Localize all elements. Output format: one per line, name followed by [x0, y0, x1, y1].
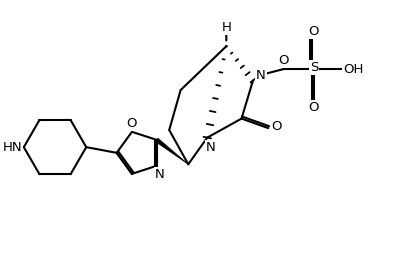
Polygon shape: [156, 138, 188, 164]
Text: H: H: [221, 21, 231, 34]
Text: N: N: [256, 69, 265, 82]
Text: OH: OH: [343, 63, 363, 76]
Text: O: O: [278, 54, 289, 67]
Text: N: N: [155, 168, 164, 181]
Text: O: O: [127, 117, 137, 130]
Text: O: O: [309, 101, 319, 114]
Text: N: N: [206, 141, 216, 154]
Text: HN: HN: [2, 141, 22, 154]
Text: S: S: [310, 61, 318, 74]
Text: O: O: [271, 120, 282, 133]
Text: O: O: [309, 24, 319, 37]
